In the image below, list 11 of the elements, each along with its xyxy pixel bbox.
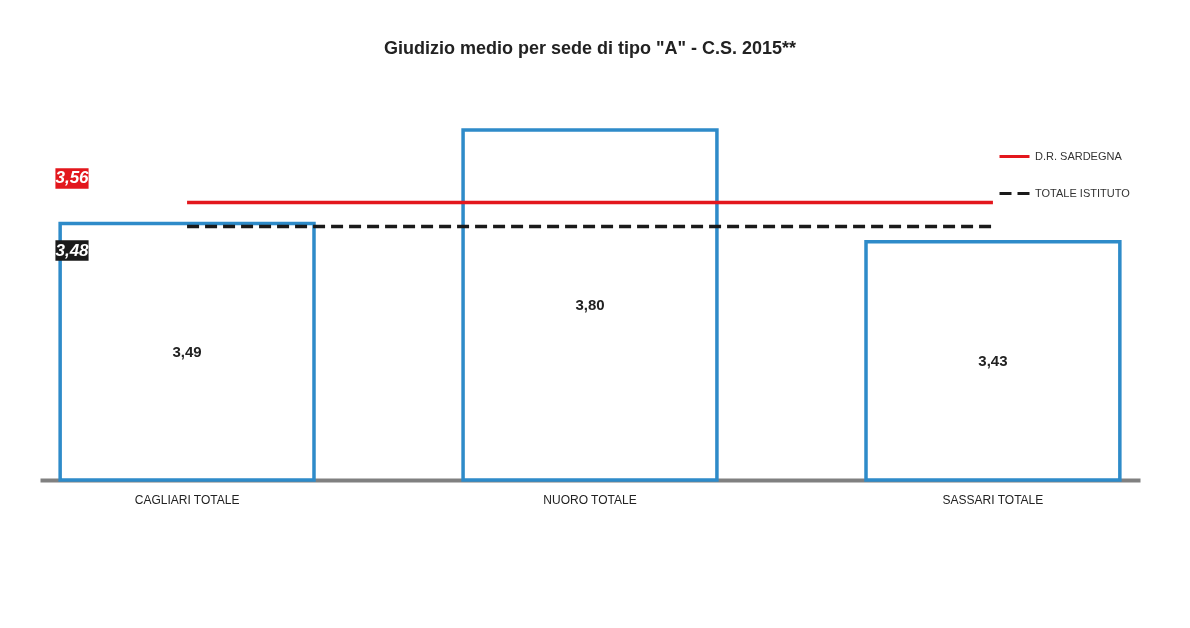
data-label: 3,43 <box>978 351 1008 369</box>
x-tick-label: CAGLIARI TOTALE <box>134 492 240 507</box>
text: 3,48 <box>55 240 90 260</box>
data-label: 3,80 <box>575 296 605 313</box>
x-tick-label: SASSARI TOTALE <box>942 492 1044 507</box>
data-label: 3,49 <box>172 342 202 360</box>
legend-label: TOTALE ISTITUTO <box>1035 186 1131 199</box>
text: 3,56 <box>55 168 90 188</box>
x-tick-label: NUORO TOTALE <box>543 492 637 507</box>
legend-label: D.R. SARDEGNA <box>1035 149 1123 162</box>
chart-title: Giudizio medio per sede di tipo "A" - C.S. 2015** <box>383 38 797 59</box>
